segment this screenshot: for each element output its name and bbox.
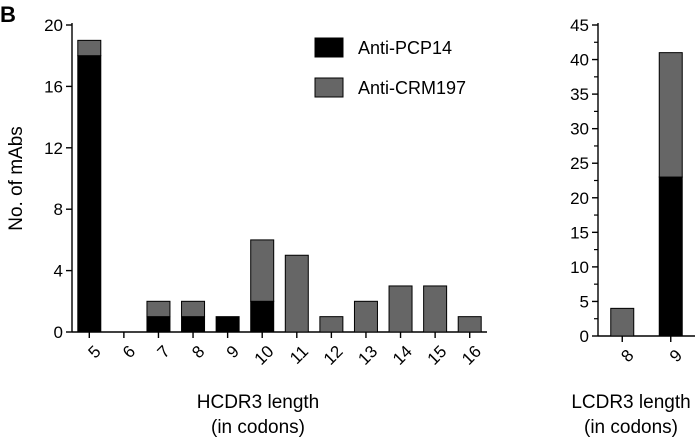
y-tick-label: 0 <box>580 327 589 346</box>
y-tick-label: 15 <box>570 223 589 242</box>
bar-anti-crm197 <box>388 285 413 333</box>
bar-anti-crm197 <box>319 316 344 333</box>
x-axis-label: HCDR3 length <box>197 392 320 413</box>
x-tick-label: 14 <box>389 342 416 369</box>
x-axis-label: (in codons) <box>584 417 678 438</box>
bar-anti-pcp14 <box>146 316 171 333</box>
y-tick-label: 8 <box>54 200 63 219</box>
y-tick-label: 12 <box>44 139 63 158</box>
bar-anti-pcp14 <box>77 55 102 333</box>
bar-anti-pcp14 <box>658 176 683 337</box>
bar-anti-crm197 <box>610 307 635 337</box>
y-tick-label: 4 <box>54 262 63 281</box>
x-tick-label: 13 <box>354 342 381 369</box>
legend: Anti-PCP14 Anti-CRM197 <box>314 37 466 98</box>
bar-anti-crm197 <box>457 316 482 333</box>
y-tick-label: 20 <box>44 16 63 35</box>
x-axis-label: LCDR3 length <box>571 392 690 413</box>
legend-swatch-anti-pcp14 <box>314 37 344 58</box>
x-tick-label: 9 <box>223 342 243 362</box>
x-tick-label: 16 <box>458 342 485 369</box>
y-tick-label: 35 <box>570 85 589 104</box>
bar-anti-crm197 <box>146 300 171 318</box>
y-tick-label: 30 <box>570 120 589 139</box>
legend-label: Anti-PCP14 <box>358 38 452 58</box>
x-tick-label: 12 <box>320 342 347 369</box>
bar-anti-crm197 <box>353 300 378 333</box>
x-tick-label: 15 <box>424 342 451 369</box>
panel-label: B <box>0 2 16 27</box>
y-tick-label: 25 <box>570 154 589 173</box>
y-axis-label: No. of mAbs <box>6 126 27 231</box>
bar-anti-pcp14 <box>250 300 275 333</box>
x-tick-label: 8 <box>188 342 208 362</box>
x-tick-label: 9 <box>666 346 686 366</box>
x-tick-label: 6 <box>119 342 139 362</box>
x-tick-label: 8 <box>617 346 637 366</box>
bar-anti-pcp14 <box>215 316 240 333</box>
y-tick-label: 5 <box>580 292 589 311</box>
bar-anti-crm197 <box>77 39 102 57</box>
x-tick-label: 11 <box>286 342 312 368</box>
legend-label: Anti-CRM197 <box>358 78 466 98</box>
y-tick-label: 45 <box>570 16 589 35</box>
y-tick-label: 40 <box>570 51 589 70</box>
y-tick-label: 20 <box>570 189 589 208</box>
bar-anti-crm197 <box>181 300 206 318</box>
x-tick-label: 10 <box>251 342 278 369</box>
lcdr3-chart: 0 5 10 15 20 25 30 35 40 45 8 9 LCDR3 length (in codo… <box>570 16 695 438</box>
bar-anti-crm197 <box>658 52 683 178</box>
bar-anti-crm197 <box>250 239 275 302</box>
x-tick-label: 5 <box>84 342 104 362</box>
bar-anti-pcp14 <box>181 316 206 333</box>
bar-anti-crm197 <box>423 285 448 333</box>
y-tick-label: 10 <box>570 258 589 277</box>
x-axis-label: (in codons) <box>211 417 305 438</box>
legend-swatch-anti-crm197 <box>314 77 344 98</box>
y-tick-label: 16 <box>44 77 63 96</box>
bar-anti-crm197 <box>284 254 309 333</box>
y-tick-label: 0 <box>54 323 63 342</box>
x-tick-label: 7 <box>154 342 174 362</box>
